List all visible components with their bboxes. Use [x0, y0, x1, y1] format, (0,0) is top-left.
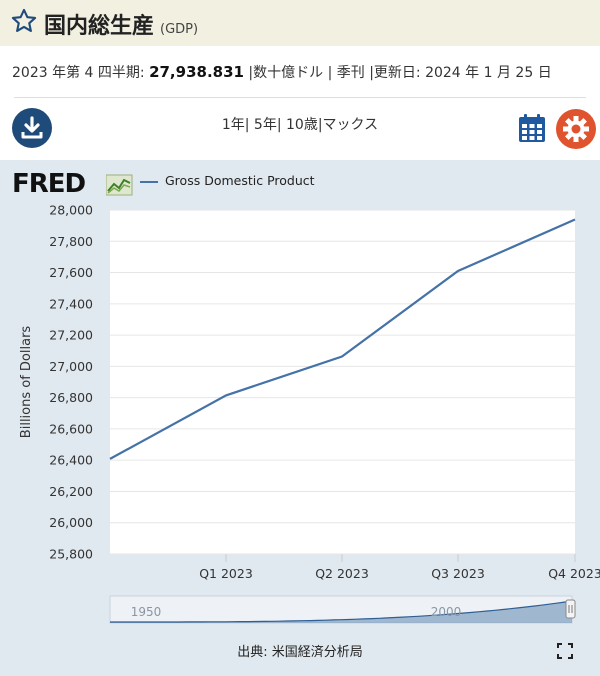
- expand-icon[interactable]: [557, 643, 573, 663]
- divider: [14, 97, 586, 98]
- line-chart[interactable]: 25,800 26,000 26,200 26,400 26,600 26,800 27,0…: [0, 160, 600, 676]
- legend-swatch: [140, 180, 158, 183]
- y-tick-label: 26,000: [49, 515, 93, 530]
- star-icon[interactable]: [10, 7, 38, 39]
- x-axis-ticks: Q1 2023 Q2 2023 Q3 2023 Q4 2023: [199, 554, 600, 581]
- observation-period: 2023 年第 4 四半期:: [12, 65, 150, 81]
- range-navigator[interactable]: 1950 2000: [109, 595, 576, 624]
- download-button[interactable]: [12, 108, 52, 148]
- grid-lines: [110, 209, 575, 555]
- y-tick-label: 26,400: [49, 453, 93, 468]
- x-tick-label: Q4 2023: [548, 566, 600, 581]
- chart-legend: Gross Domestic Product: [140, 173, 315, 188]
- title-bar: 国内総生産 (GDP): [0, 0, 600, 46]
- x-tick-label: Q3 2023: [431, 566, 485, 581]
- y-tick-label: 26,800: [49, 390, 93, 405]
- observation-details: |数十億ドル | 季刊 |更新日: 2024 年 1 月 25 日: [243, 65, 552, 81]
- navigator-handle[interactable]: [565, 599, 576, 619]
- y-tick-label: 26,600: [49, 421, 93, 436]
- y-axis-ticks: 25,800 26,000 26,200 26,400 26,600 26,800 27,0…: [49, 203, 93, 562]
- date-range-selector[interactable]: 1年| 5年| 10歳|マックス: [221, 117, 379, 133]
- y-tick-label: 25,800: [49, 547, 93, 562]
- y-tick-label: 27,800: [49, 234, 93, 249]
- navigator-year-label: 2000: [431, 605, 462, 619]
- plot-area: [110, 210, 575, 554]
- observation-value: 27,938.831: [149, 63, 244, 81]
- y-tick-label: 27,200: [49, 328, 93, 343]
- x-tick-label: Q2 2023: [315, 566, 369, 581]
- series-title: 国内総生産: [44, 14, 155, 39]
- x-tick-label: Q1 2023: [199, 566, 253, 581]
- source-note: 出典: 米国経済分析局: [237, 645, 363, 660]
- y-tick-label: 27,400: [49, 296, 93, 311]
- gear-icon[interactable]: [556, 109, 596, 153]
- y-tick-label: 27,000: [49, 359, 93, 374]
- download-icon: [21, 116, 43, 139]
- page-title: 国内総生産 (GDP): [44, 8, 198, 40]
- fred-logo: FRED: [12, 169, 86, 199]
- navigator-year-label: 1950: [131, 605, 162, 619]
- y-tick-label: 27,600: [49, 265, 93, 280]
- y-tick-label: 26,200: [49, 484, 93, 499]
- calendar-icon[interactable]: [518, 113, 546, 147]
- series-line: [109, 218, 576, 460]
- legend-label: Gross Domestic Product: [165, 173, 315, 188]
- fred-chart-icon: [105, 173, 134, 201]
- y-tick-label: 28,000: [49, 203, 93, 218]
- navigator-series-line: [110, 600, 573, 623]
- series-code: (GDP): [160, 22, 199, 37]
- observation-summary: 2023 年第 4 四半期: 27,938.831 |数十億ドル | 季刊 |更…: [12, 62, 552, 82]
- navigator-series-area: [110, 601, 572, 623]
- y-axis-label: Billions of Dollars: [19, 326, 34, 439]
